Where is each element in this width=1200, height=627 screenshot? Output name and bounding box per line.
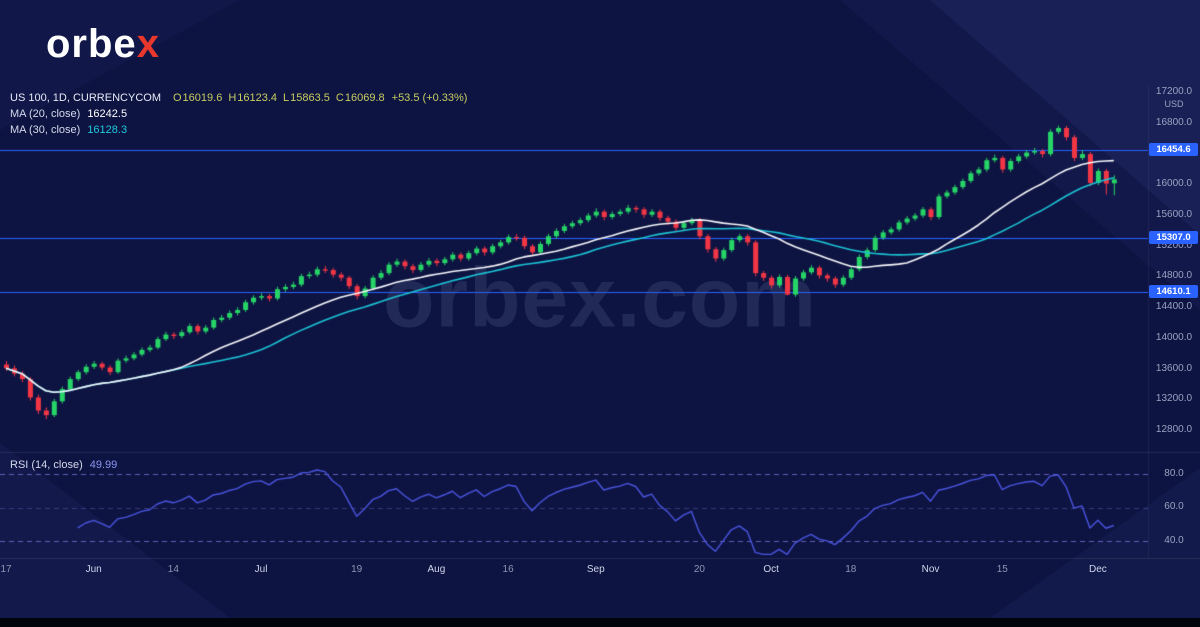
symbol-title[interactable]: US 100, 1D, CURRENCYCOM (10, 92, 161, 104)
bottom-bar (0, 618, 1200, 627)
low-label: L (283, 92, 290, 104)
time-axis-label: 15 (996, 564, 1008, 575)
ma30-row: MA (30, close) 16128.3 (10, 122, 467, 138)
time-axis-label: Dec (1088, 564, 1107, 575)
price-axis[interactable]: USD 17200.016800.016400.016000.015600.01… (1148, 0, 1200, 560)
time-axis-label: Jun (85, 564, 102, 575)
time-axis-label: Sep (586, 564, 605, 575)
price-tick-label: 17200.0 (1155, 86, 1193, 98)
symbol-row: US 100, 1D, CURRENCYCOM O16019.6 H16123.4 L… (10, 90, 467, 106)
time-axis-label: Oct (763, 564, 779, 575)
low-value: 15863.5 (290, 92, 330, 104)
rsi-value: 49.99 (89, 459, 118, 471)
time-axis-label: 18 (845, 564, 857, 575)
ma30-value: 16128.3 (87, 124, 128, 136)
price-tick-label: 14400.0 (1155, 301, 1193, 313)
time-axis-label: Aug (427, 564, 446, 575)
logo-text: orbe (46, 22, 137, 66)
price-tick-label: 14800.0 (1155, 270, 1193, 282)
price-level-tag: 15307.0 (1149, 231, 1198, 245)
time-axis-label: 20 (693, 564, 705, 575)
time-axis[interactable]: 17 Jun 14 Jul 19 Aug 16 Sep 20 Oct 18 Nov 15 Dec (0, 559, 1148, 579)
price-tick-label: 16800.0 (1155, 116, 1193, 128)
time-axis-label: 14 (167, 564, 179, 575)
time-axis-label: Jul (254, 564, 268, 575)
open-label: O (172, 92, 182, 104)
time-axis-label: 19 (351, 564, 363, 575)
rsi-tick-label: 80.0 (1164, 467, 1184, 479)
close-value: 16069.8 (344, 92, 385, 104)
logo-x: x (136, 22, 160, 66)
price-tick-label: 15600.0 (1155, 209, 1193, 221)
chart-legend: US 100, 1D, CURRENCYCOM O16019.6 H16123.4 L… (10, 90, 467, 138)
price-tick-label: 16000.0 (1155, 178, 1193, 190)
ma30-label[interactable]: MA (30, close) (10, 124, 81, 136)
change-value: +53.5 (+0.33%) (391, 92, 468, 104)
ma20-label[interactable]: MA (20, close) (10, 108, 81, 120)
time-axis-label: 16 (502, 564, 514, 575)
rsi-tick-label: 40.0 (1164, 534, 1184, 546)
rsi-legend: RSI (14, close) 49.99 (10, 459, 117, 471)
high-value: 16123.4 (237, 92, 278, 104)
high-label: H (228, 92, 237, 104)
price-tick-label: 15200.0 (1155, 239, 1193, 251)
price-tick-label: 13200.0 (1155, 393, 1193, 405)
time-axis-label: Nov (921, 564, 940, 575)
orbex-logo: orbex (46, 22, 160, 67)
price-level-tag: 14610.1 (1149, 284, 1198, 298)
price-tick-label: 14000.0 (1155, 331, 1193, 343)
rsi-label[interactable]: RSI (14, close) (10, 459, 83, 471)
price-tick-label: 13600.0 (1155, 362, 1193, 374)
price-tick-label: 12800.0 (1155, 424, 1193, 435)
currency-label: USD (1164, 99, 1184, 109)
open-value: 16019.6 (182, 92, 223, 104)
time-axis-label: 17 (0, 564, 12, 575)
ma20-row: MA (20, close) 16242.5 (10, 106, 467, 122)
rsi-tick-label: 60.0 (1164, 501, 1184, 513)
price-level-tag: 16454.6 (1149, 142, 1198, 156)
ma20-value: 16242.5 (87, 108, 128, 120)
close-label: C (335, 92, 344, 104)
